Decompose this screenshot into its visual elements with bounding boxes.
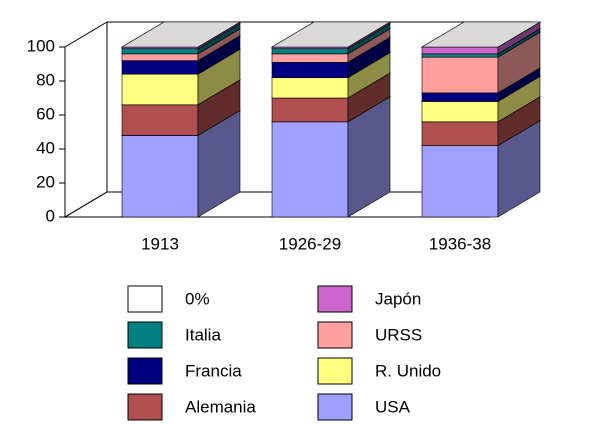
bar-segment — [271, 77, 349, 99]
legend-label: Francia — [185, 361, 242, 380]
bar-segment — [421, 53, 499, 58]
bar-segment — [121, 135, 199, 218]
bar-top — [420, 21, 542, 48]
bar-segment — [271, 53, 349, 63]
bar-top — [270, 21, 392, 48]
bar-segment — [421, 92, 499, 102]
legend-swatch — [317, 393, 353, 421]
bar-segment — [271, 48, 349, 55]
bar-segment — [121, 53, 199, 61]
y-tick-label: 20 — [36, 172, 55, 191]
bar-segment — [421, 46, 499, 55]
legend-label: R. Unido — [375, 361, 441, 380]
y-tick-label: 0 — [46, 206, 55, 225]
bar-segment — [421, 101, 499, 123]
bar-segment — [121, 60, 199, 75]
bar-segment — [271, 61, 349, 78]
bar-segment — [421, 121, 499, 146]
legend-swatch — [317, 357, 353, 385]
bar-segment — [271, 121, 349, 218]
legend-swatch — [127, 357, 163, 385]
legend-swatch — [127, 285, 163, 313]
x-tick-label: 1913 — [141, 234, 179, 253]
y-tick-label: 40 — [36, 138, 55, 157]
y-tick-label: 100 — [27, 36, 55, 55]
bar-segment — [421, 56, 499, 94]
x-tick-label: 1936-38 — [429, 234, 491, 253]
legend-label: Alemania — [185, 397, 256, 416]
y-tick-label: 80 — [36, 70, 55, 89]
legend-label: Italia — [185, 325, 221, 344]
y-tick-label: 60 — [36, 104, 55, 123]
bar-segment — [121, 104, 199, 136]
bar-top — [120, 21, 242, 48]
side-wall — [64, 21, 108, 218]
legend-swatch — [127, 393, 163, 421]
bar-segment — [271, 97, 349, 123]
legend-swatch — [317, 285, 353, 313]
bar-segment — [121, 73, 199, 106]
legend-label: Japón — [375, 289, 421, 308]
legend-label: URSS — [375, 325, 422, 344]
legend-label: 0% — [185, 289, 210, 308]
x-tick-label: 1926-29 — [279, 234, 341, 253]
legend-label: USA — [375, 397, 411, 416]
bar-segment — [121, 48, 199, 55]
legend-swatch — [127, 321, 163, 349]
bar-segment — [421, 145, 499, 218]
legend-swatch — [317, 321, 353, 349]
